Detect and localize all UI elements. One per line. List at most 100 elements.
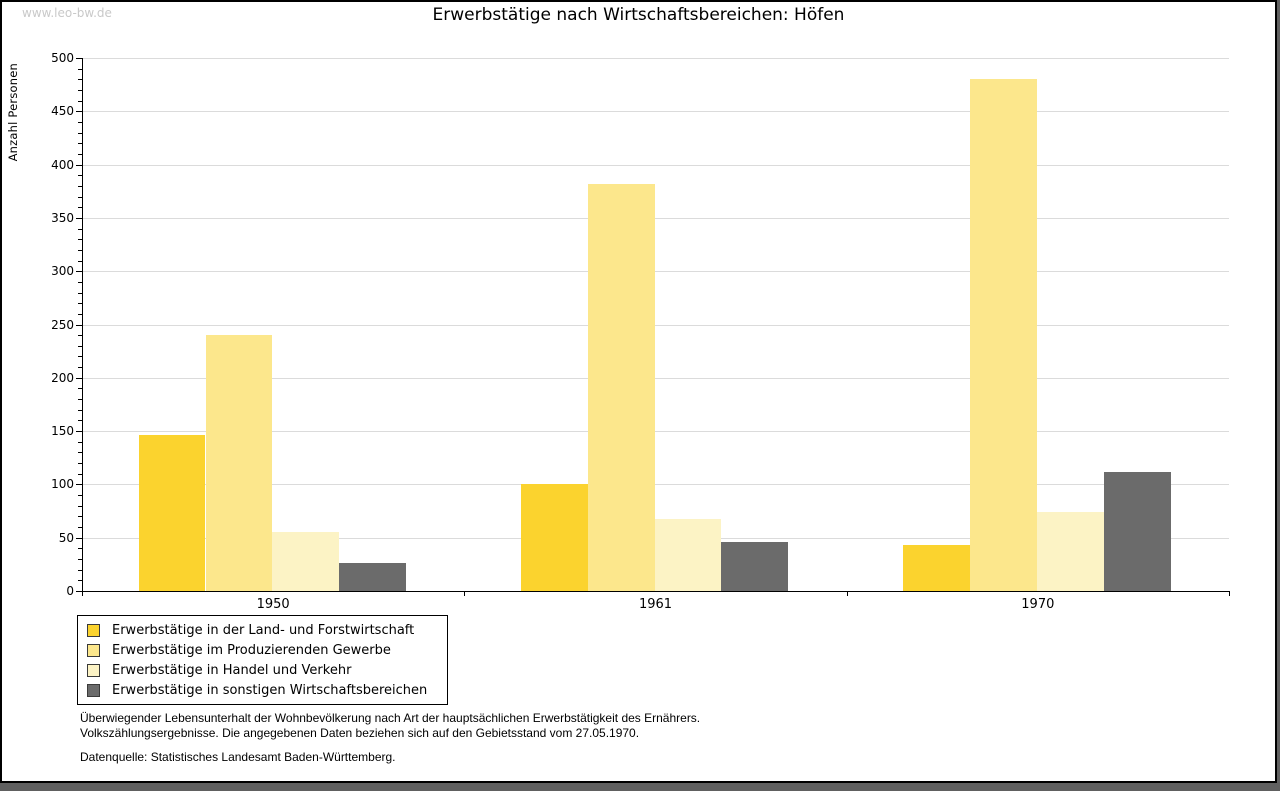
source-note: Datenquelle: Statistisches Landesamt Bad… <box>80 750 396 764</box>
bar-1961-series-2 <box>587 183 655 591</box>
x-tick <box>1229 591 1230 596</box>
y-tick-label: 0 <box>66 584 74 598</box>
y-major-tick <box>76 58 82 59</box>
y-minor-tick <box>78 260 82 262</box>
legend-swatch-icon <box>87 663 100 677</box>
bar-1970-series-1 <box>903 545 971 591</box>
y-tick-label: 50 <box>58 530 74 545</box>
y-minor-tick <box>78 207 82 209</box>
y-axis-title: Anzahl Personen <box>6 63 20 162</box>
y-minor-tick <box>78 143 82 145</box>
y-major-tick <box>76 377 82 379</box>
legend-item: Erwerbstätige in der Land- und Forstwirt… <box>87 620 437 640</box>
y-minor-tick <box>78 463 82 465</box>
y-major-tick <box>76 431 82 433</box>
y-minor-tick <box>78 100 82 102</box>
chart-title: Erwerbstätige nach Wirtschaftsbereichen:… <box>432 5 845 25</box>
y-minor-tick <box>78 495 82 497</box>
legend-label: Erwerbstätige in sonstigen Wirtschaftsbe… <box>112 682 428 698</box>
legend-swatch-icon <box>87 623 100 637</box>
bar-1950-series-2 <box>205 335 273 591</box>
y-minor-tick <box>78 505 82 507</box>
y-minor-tick <box>78 580 82 582</box>
y-major-tick <box>76 484 82 486</box>
y-minor-tick <box>78 239 82 241</box>
y-minor-tick <box>78 569 82 571</box>
y-minor-tick <box>78 559 82 561</box>
gridline <box>82 58 1229 59</box>
y-minor-tick <box>78 228 82 230</box>
y-major-tick <box>76 324 82 326</box>
y-minor-tick <box>78 175 82 177</box>
y-major-tick <box>76 537 82 539</box>
y-tick-label: 350 <box>51 210 74 225</box>
y-tick-label: 500 <box>51 51 74 65</box>
y-major-tick <box>76 111 82 113</box>
y-minor-tick <box>78 388 82 390</box>
gridline <box>82 271 1229 273</box>
bar-1950-series-3 <box>272 532 340 591</box>
gridline <box>82 431 1229 433</box>
bar-1950-series-4 <box>339 563 406 591</box>
x-tick <box>464 591 466 596</box>
legend-item: Erwerbstätige im Produzierenden Gewerbe <box>87 640 437 660</box>
y-minor-tick <box>78 420 82 422</box>
legend-label: Erwerbstätige in Handel und Verkehr <box>112 662 352 678</box>
y-tick-label: 200 <box>51 370 74 385</box>
y-minor-tick <box>78 409 82 411</box>
y-minor-tick <box>78 185 82 187</box>
y-axis-line <box>82 58 83 592</box>
y-minor-tick <box>78 89 82 91</box>
legend-label: Erwerbstätige im Produzierenden Gewerbe <box>112 642 391 658</box>
gridline <box>82 217 1229 219</box>
x-category-label: 1950 <box>256 597 290 612</box>
y-minor-tick <box>78 452 82 454</box>
legend-item: Erwerbstätige in Handel und Verkehr <box>87 660 437 680</box>
gridline <box>82 164 1229 166</box>
footnote: Überwiegender Lebensunterhalt der Wohnbe… <box>80 711 700 740</box>
y-minor-tick <box>78 132 82 134</box>
y-tick-label: 450 <box>51 104 74 119</box>
y-minor-tick <box>78 399 82 401</box>
y-minor-tick <box>78 441 82 443</box>
y-minor-tick <box>78 335 82 337</box>
bar-1961-series-3 <box>654 518 722 591</box>
y-tick-label: 100 <box>51 477 74 492</box>
bar-1970-series-3 <box>1036 512 1104 591</box>
y-minor-tick <box>78 153 82 155</box>
legend-label: Erwerbstätige in der Land- und Forstwirt… <box>112 622 415 638</box>
x-tick <box>846 591 848 596</box>
y-minor-tick <box>78 313 82 315</box>
gridline <box>82 377 1229 379</box>
y-minor-tick <box>78 527 82 529</box>
y-minor-tick <box>78 303 82 305</box>
y-minor-tick <box>78 356 82 358</box>
y-minor-tick <box>78 121 82 123</box>
legend-swatch-icon <box>87 683 100 697</box>
gridline <box>82 111 1229 113</box>
y-minor-tick <box>78 548 82 550</box>
y-minor-tick <box>78 292 82 294</box>
x-category-label: 1961 <box>638 597 673 612</box>
y-minor-tick <box>78 68 82 70</box>
y-minor-tick <box>78 473 82 475</box>
legend-swatch-icon <box>87 643 100 657</box>
bar-1961-series-1 <box>521 484 588 591</box>
x-tick <box>82 591 83 596</box>
bar-1961-series-4 <box>721 541 789 591</box>
legend: Erwerbstätige in der Land- und Forstwirt… <box>77 615 448 705</box>
y-minor-tick <box>78 345 82 347</box>
y-minor-tick <box>78 367 82 369</box>
y-tick-label: 300 <box>51 264 74 279</box>
y-major-tick <box>76 217 82 219</box>
y-minor-tick <box>78 196 82 198</box>
bar-1950-series-1 <box>138 435 206 591</box>
gridline <box>82 484 1229 486</box>
watermark: www.leo-bw.de <box>22 6 112 20</box>
y-major-tick <box>76 271 82 273</box>
footnote-line-2: Volkszählungsergebnisse. Die angegebenen… <box>80 725 640 740</box>
y-major-tick <box>76 164 82 166</box>
gridline <box>82 324 1229 326</box>
y-tick-label: 150 <box>51 424 74 439</box>
